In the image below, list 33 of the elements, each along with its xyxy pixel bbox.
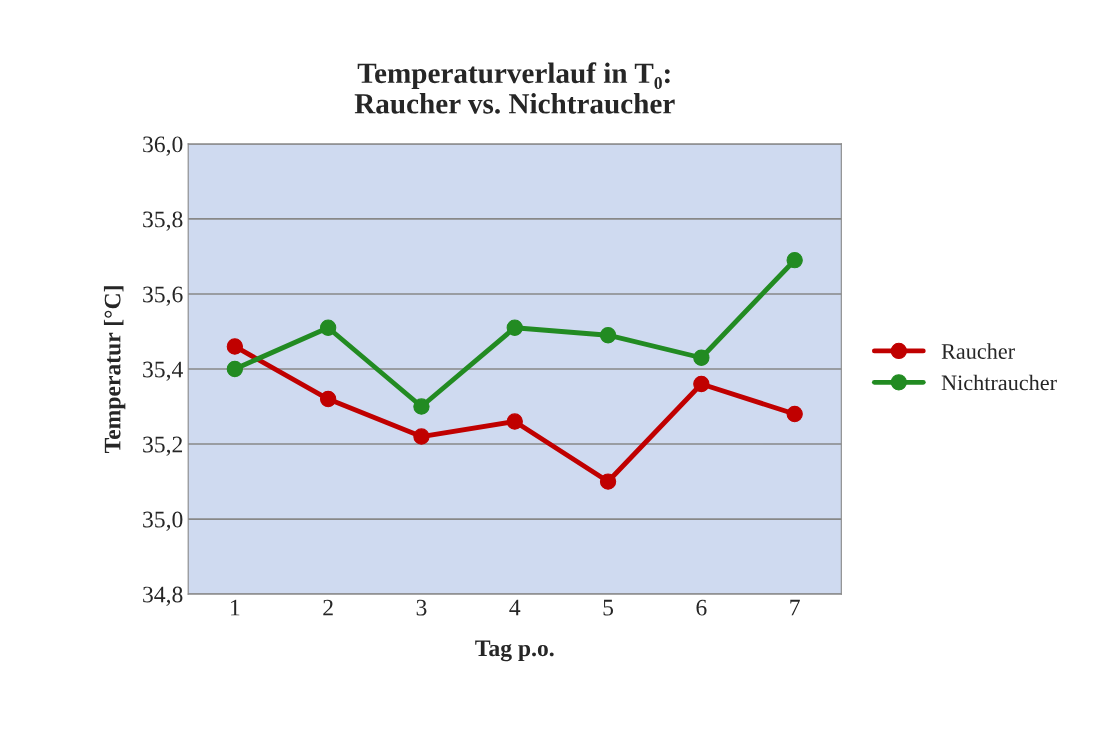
point [599, 473, 617, 490]
y-tick-label: 35,4 [143, 361, 183, 381]
legend-label: Raucher [941, 343, 1015, 359]
point [693, 349, 710, 366]
legend-label: Nichtraucher [941, 374, 1057, 391]
point [226, 360, 243, 378]
y-tick-label: 35,0 [143, 511, 183, 531]
point [786, 405, 803, 423]
y-axis-title: Temperatur [°C] [103, 286, 126, 454]
point [506, 413, 523, 430]
y-tick-label: 34,8 [143, 586, 183, 606]
y-tick-label: 35,6 [143, 286, 183, 306]
point [693, 375, 710, 393]
point [319, 390, 337, 408]
x-tick-label: 2 [323, 599, 333, 616]
point [226, 338, 243, 355]
point [319, 319, 337, 336]
x-tick-label: 4 [509, 599, 521, 616]
point [786, 252, 803, 269]
x-tick-label: 3 [416, 599, 427, 616]
x-tick-label: 6 [696, 599, 707, 616]
x-axis-title: Tag p.o. [475, 640, 554, 662]
y-tick-label: 35,8 [143, 211, 183, 231]
point [506, 319, 523, 336]
point [413, 428, 430, 445]
chart-title: Temperaturverlauf in T₀: Raucher vs. Nichtraucher [354, 62, 675, 114]
y-tick-label: 36,0 [143, 136, 183, 156]
x-tick-label: 7 [790, 599, 800, 616]
x-tick-label: 5 [603, 599, 614, 616]
x-tick-label: 1 [231, 599, 240, 616]
point [599, 327, 617, 344]
y-tick-label: 35,2 [143, 436, 183, 456]
point [413, 398, 430, 415]
